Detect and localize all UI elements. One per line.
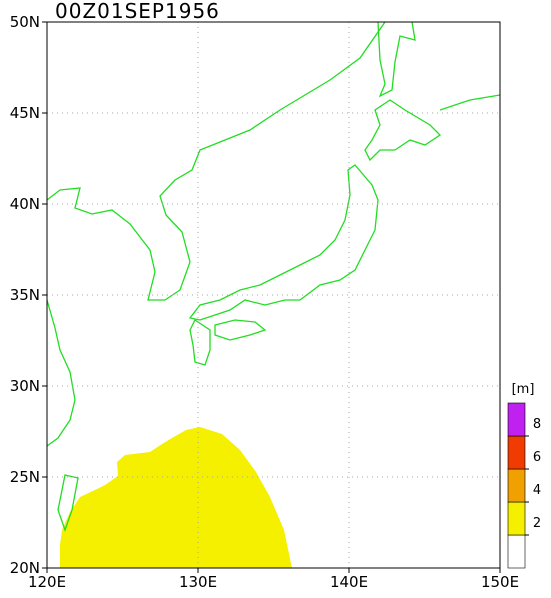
x-tick-label: 150E [481,573,519,591]
x-tick-label: 140E [330,573,368,591]
y-tick-label: 40N [10,195,40,213]
coastline [57,319,267,532]
colorbar-segment [507,468,526,503]
colorbar-segment [507,534,526,569]
colorbar-tick-label: 2 [533,516,541,531]
colorbar-segment [507,501,526,536]
x-tick-label: 130E [179,573,217,591]
y-tick-label: 45N [10,104,40,122]
colorbar-segment [507,435,526,470]
y-tick-label: 20N [10,559,40,577]
colorbar-segment [507,402,526,437]
x-tick-label: 120E [28,573,66,591]
coastline [377,21,501,111]
y-tick-label: 25N [10,468,40,486]
plot-frame [46,21,501,569]
y-tick-label: 50N [10,13,40,31]
y-tick-label: 30N [10,377,40,395]
wave-height-area [60,427,292,568]
y-tick-label: 35N [10,286,40,304]
colorbar-tick-label: 4 [533,483,541,498]
colorbar-label: [m] [512,382,535,397]
coastline [364,99,442,162]
colorbar-tick-label: 8 [533,417,541,432]
map-title: 00Z01SEP1956 [55,0,220,23]
colorbar-tick-label: 6 [533,450,541,465]
coastline [46,21,386,447]
coastline [188,164,379,321]
